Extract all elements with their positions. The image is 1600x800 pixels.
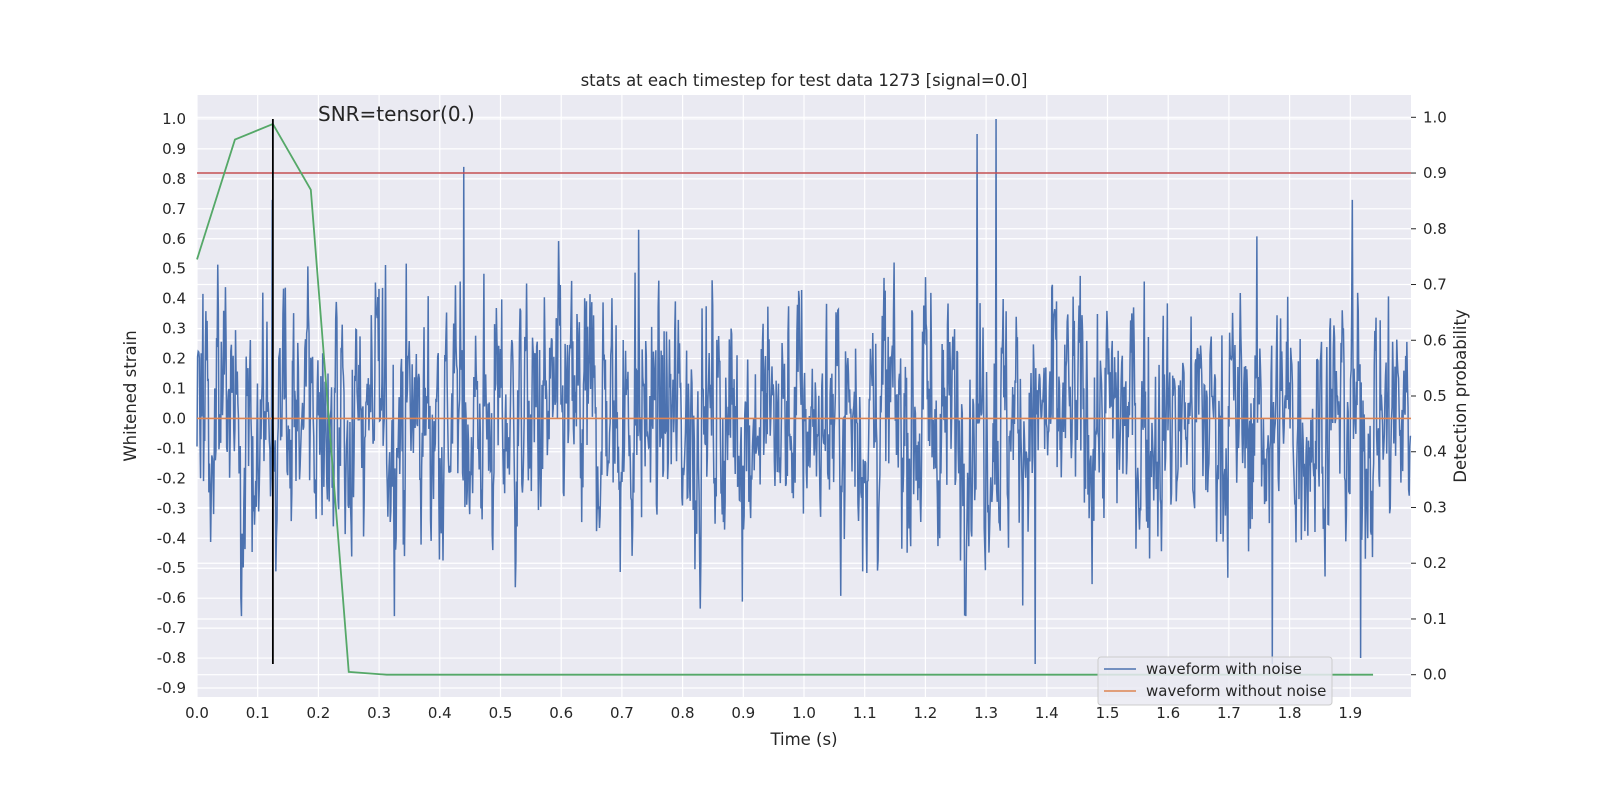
legend-label-clean: waveform without noise [1146,682,1326,700]
x-tick-label: 1.8 [1278,704,1302,722]
y-tick-label: 0.6 [162,230,186,248]
y-tick-label: -0.8 [157,649,186,667]
y-tick-label: 1.0 [162,110,186,128]
x-tick-label: 0.9 [731,704,755,722]
x-tick-label: 1.9 [1338,704,1362,722]
y-tick-label: -0.6 [157,589,186,607]
y-tick-label: -0.9 [157,679,186,697]
snr-annotation: SNR=tensor(0.) [318,102,475,126]
y-tick-label: 0.5 [162,260,186,278]
x-tick-label: 1.1 [853,704,877,722]
y-tick-label: 0.0 [162,409,186,427]
y2-tick-label: 0.0 [1423,666,1447,684]
y-tick-label: -0.3 [157,499,186,517]
y-tick-label: 0.8 [162,170,186,188]
x-tick-label: 0.0 [185,704,209,722]
y2-tick-label: 0.1 [1423,610,1447,628]
y-tick-label: -0.1 [157,439,186,457]
grid-lines [196,95,1411,697]
x-tick-label: 0.7 [610,704,634,722]
x-tick-label: 0.8 [671,704,695,722]
legend: waveform with noise waveform without noi… [1097,656,1333,706]
y2-tick-label: 0.3 [1423,498,1447,516]
series-detection-probability [196,122,1374,676]
series-waveform-with-noise [196,118,1412,665]
y2-tick-label: 0.9 [1423,164,1447,182]
legend-label-noise: waveform with noise [1146,660,1302,678]
y-tick-label: 0.7 [162,200,186,218]
y-tick-label: 0.2 [162,350,186,368]
x-tick-labels: 0.0 0.1 0.2 0.3 0.4 0.5 0.6 0.7 0.8 0.9 1.0 1.1 1.2 1… [185,704,1362,722]
x-tick-label: 1.3 [974,704,998,722]
y-tick-label: -0.4 [157,529,186,547]
y2-tick-label: 1.0 [1423,108,1447,126]
x-tick-label: 1.2 [913,704,937,722]
x-tick-label: 1.6 [1156,704,1180,722]
y2-tick-label: 0.7 [1423,276,1447,294]
y-axis-title: Whitened strain [121,330,140,461]
y2-tick-label: 0.6 [1423,331,1447,349]
y-tick-label: 0.1 [162,380,186,398]
series-layer [196,118,1412,676]
y-tick-label: 0.9 [162,140,186,158]
x-tick-label: 1.4 [1035,704,1059,722]
x-axis-title: Time (s) [769,730,837,749]
y2-tick-label: 0.8 [1423,220,1447,238]
y-tick-labels: -0.9 -0.8 -0.7 -0.6 -0.5 -0.4 -0.3 -0.2 -0.1 0.0 0… [157,110,186,697]
x-tick-label: 0.4 [428,704,452,722]
chart-title: stats at each timestep for test data 127… [581,71,1028,90]
x-tick-label: 0.2 [306,704,330,722]
y2-axis-title: Detection probability [1451,309,1470,483]
y-tick-label: -0.7 [157,619,186,637]
x-tick-label: 1.7 [1217,704,1241,722]
x-tick-label: 1.0 [792,704,816,722]
y2-tick-label: 0.2 [1423,554,1447,572]
y-tick-label: 0.3 [162,320,186,338]
y-tick-label: -0.5 [157,559,186,577]
legend-box [1097,656,1333,706]
y-tick-label: 0.4 [162,290,186,308]
y2-tick-label: 0.4 [1423,443,1447,461]
x-tick-label: 0.3 [367,704,391,722]
x-tick-label: 0.1 [246,704,270,722]
y2-tick-labels: 0.0 0.1 0.2 0.3 0.4 0.5 0.6 0.7 0.8 0.9 1.0 [1411,108,1447,684]
y2-tick-label: 0.5 [1423,387,1447,405]
y-tick-label: -0.2 [157,469,186,487]
x-tick-label: 0.6 [549,704,573,722]
x-tick-label: 1.5 [1096,704,1120,722]
x-tick-label: 0.5 [489,704,513,722]
